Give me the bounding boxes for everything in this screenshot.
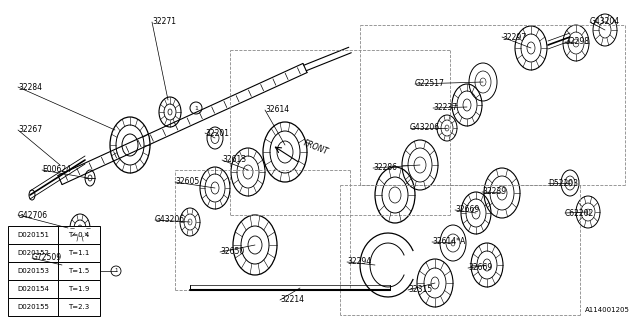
Text: T=0.4: T=0.4: [68, 232, 90, 238]
Text: 32614: 32614: [265, 106, 289, 115]
Text: D020153: D020153: [17, 268, 49, 274]
Text: 32613: 32613: [222, 156, 246, 164]
Bar: [58, 226, 100, 244]
Text: 32239: 32239: [482, 188, 506, 196]
Text: 32650: 32650: [220, 247, 244, 257]
Text: 32271: 32271: [152, 18, 176, 27]
Text: 32237: 32237: [433, 103, 457, 113]
Text: 32298: 32298: [565, 37, 589, 46]
Text: 32669: 32669: [455, 205, 479, 214]
Text: E00624: E00624: [42, 165, 71, 174]
Text: 1: 1: [194, 106, 198, 110]
Text: 32284: 32284: [18, 83, 42, 92]
Text: G22517: G22517: [415, 79, 445, 89]
Bar: [58, 262, 100, 280]
Text: 32286: 32286: [373, 164, 397, 172]
Text: 32669: 32669: [468, 263, 492, 273]
Text: G43206: G43206: [410, 124, 440, 132]
Text: T=1.9: T=1.9: [68, 286, 90, 292]
Bar: [58, 280, 100, 298]
Bar: [58, 244, 100, 262]
Text: T=2.3: T=2.3: [68, 304, 90, 310]
Bar: [8, 226, 58, 244]
Text: T=1.5: T=1.5: [68, 268, 90, 274]
Text: G43206: G43206: [155, 215, 185, 225]
Text: D020151: D020151: [17, 232, 49, 238]
Bar: [8, 244, 58, 262]
Text: C62202: C62202: [565, 209, 595, 218]
Text: D020155: D020155: [17, 304, 49, 310]
Text: 32614*A: 32614*A: [432, 237, 465, 246]
Text: 32201: 32201: [205, 129, 229, 138]
Text: 32605: 32605: [175, 178, 199, 187]
Text: 1: 1: [115, 268, 118, 274]
Bar: [8, 280, 58, 298]
Text: T=1.1: T=1.1: [68, 250, 90, 256]
Text: G42706: G42706: [18, 211, 48, 220]
Text: 32214: 32214: [280, 295, 304, 305]
Text: D020154: D020154: [17, 286, 49, 292]
Bar: [58, 298, 100, 316]
Text: FRONT: FRONT: [302, 139, 330, 157]
Bar: [8, 298, 58, 316]
Text: G43204: G43204: [590, 18, 620, 27]
Text: 32267: 32267: [18, 125, 42, 134]
Text: G72509: G72509: [32, 253, 62, 262]
Text: D020152: D020152: [17, 250, 49, 256]
Text: A114001205: A114001205: [585, 307, 630, 313]
Bar: [8, 262, 58, 280]
Text: 32297: 32297: [502, 33, 526, 42]
Text: 32294: 32294: [347, 258, 371, 267]
Text: 32315: 32315: [408, 285, 432, 294]
Text: D52203: D52203: [548, 179, 578, 188]
